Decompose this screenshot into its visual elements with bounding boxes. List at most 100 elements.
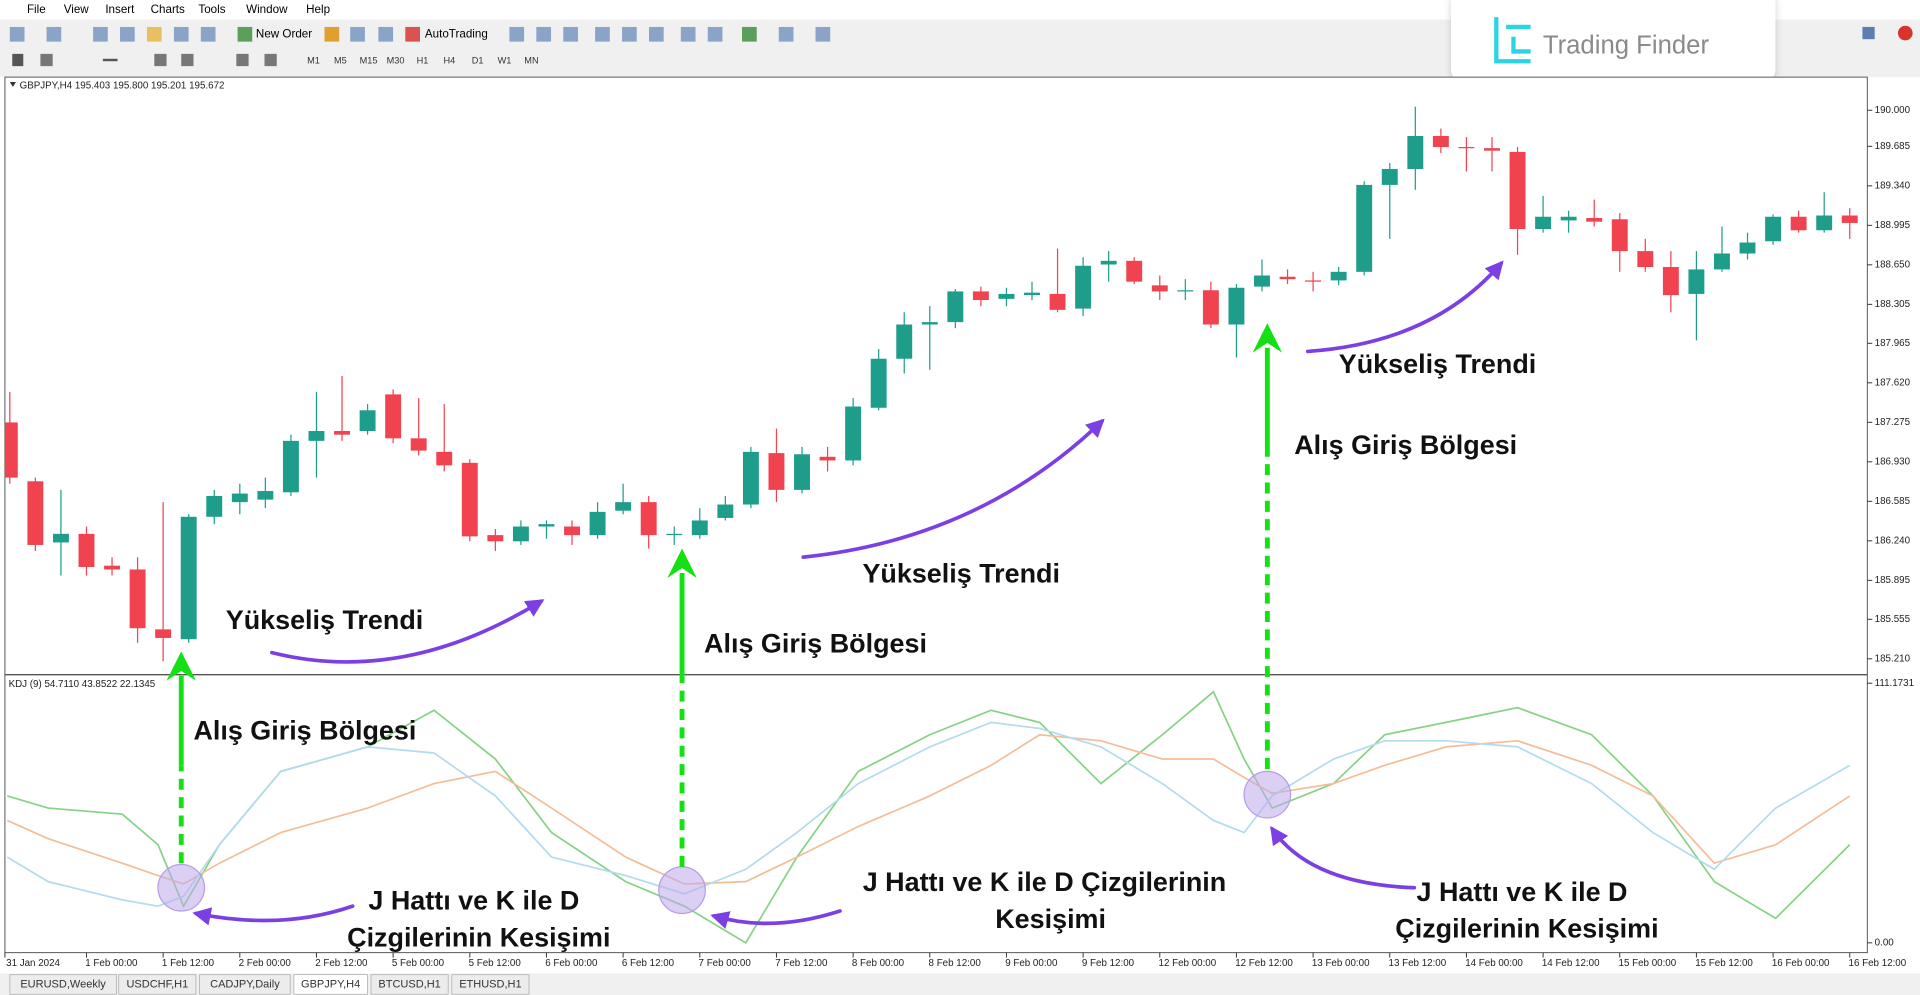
curved-arrow — [1270, 825, 1417, 890]
tab-label[interactable]: BTCUSD,H1 — [378, 978, 440, 990]
tool-button[interactable] — [536, 26, 552, 42]
tool-button[interactable] — [707, 26, 723, 42]
tab-label[interactable]: CADJPY,Daily — [210, 978, 280, 990]
tab-label[interactable]: GBPJPY,H4 — [301, 978, 360, 990]
tool-button[interactable] — [350, 26, 365, 42]
menu-item[interactable]: Charts — [151, 3, 185, 16]
tool-button[interactable] — [181, 53, 194, 67]
candle-body — [1790, 216, 1807, 231]
menu-item[interactable]: Tools — [198, 3, 225, 16]
tab[interactable] — [9, 974, 117, 995]
x-tick-label: 2 Feb 12:00 — [315, 958, 368, 969]
x-tick-label: 16 Feb 12:00 — [1849, 958, 1907, 969]
tool-button[interactable] — [46, 26, 62, 42]
toolbar-icons — [9, 26, 831, 67]
candle-body — [896, 324, 913, 359]
candle-body — [947, 291, 964, 323]
menu-item[interactable]: View — [64, 3, 90, 16]
alert-icon[interactable] — [1897, 25, 1913, 41]
candle-body — [1202, 290, 1219, 325]
candle-body — [1586, 218, 1603, 222]
menu-bar — [0, 0, 1920, 20]
y-tick-label: 185.895 — [1875, 575, 1911, 586]
tool-button[interactable] — [815, 26, 831, 42]
timeframe[interactable]: M15 — [360, 56, 378, 66]
menu-item[interactable]: File — [27, 3, 46, 16]
candle-body — [1151, 285, 1168, 292]
tool-button[interactable] — [154, 53, 167, 67]
tab-label[interactable]: EURUSD,Weekly — [20, 978, 106, 990]
timeframe[interactable]: MN — [524, 56, 538, 66]
candle-body — [1509, 151, 1526, 229]
candle-body — [742, 451, 759, 505]
tool-button[interactable] — [120, 26, 135, 42]
tool-button[interactable] — [324, 26, 340, 42]
tool-button[interactable] — [778, 26, 794, 42]
annotation: Çizgilerinin Kesişimi — [347, 922, 610, 952]
curved-arrow — [270, 599, 545, 664]
tool-button[interactable] — [200, 26, 216, 42]
candle-body — [819, 456, 836, 461]
annotation: Kesişimi — [995, 904, 1106, 934]
curved-arrow — [801, 418, 1105, 559]
tool-button[interactable] — [742, 26, 757, 42]
timeframe[interactable]: D1 — [472, 56, 484, 66]
timeframe[interactable]: M30 — [387, 56, 405, 66]
timeframe[interactable]: W1 — [498, 56, 512, 66]
timeframe[interactable]: M5 — [334, 56, 347, 66]
tab[interactable] — [451, 974, 530, 995]
tool-button[interactable] — [622, 26, 637, 42]
candle-body — [589, 511, 606, 536]
crossing-markers — [157, 770, 1292, 915]
menu-item[interactable]: Insert — [105, 3, 135, 16]
tab[interactable] — [118, 974, 197, 995]
tool-button[interactable] — [173, 26, 189, 42]
candle-body — [1254, 275, 1270, 287]
tool-button[interactable] — [563, 26, 578, 42]
tool-button[interactable] — [146, 26, 162, 42]
tool-button[interactable] — [509, 26, 525, 42]
candle-body — [1637, 251, 1654, 268]
logo-icon — [1494, 17, 1531, 64]
candle-body — [155, 629, 172, 638]
tool-button[interactable] — [680, 26, 696, 42]
y-tick-label: 189.340 — [1875, 180, 1911, 191]
tool-button[interactable] — [102, 58, 118, 62]
new-order-button[interactable]: New Order — [256, 27, 312, 40]
candle-body — [998, 293, 1015, 299]
tool-button[interactable] — [12, 53, 24, 67]
y-tick-label: 0.00 — [1875, 937, 1895, 948]
tool-button[interactable] — [93, 26, 108, 42]
y-tick-label: 111.1731 — [1875, 678, 1914, 689]
tool-button[interactable] — [378, 26, 394, 42]
autotrading-button[interactable]: AutoTrading — [425, 27, 488, 40]
tool-button[interactable] — [40, 53, 53, 67]
x-tick-label: 14 Feb 12:00 — [1542, 958, 1600, 969]
timeframe[interactable]: M1 — [307, 56, 320, 66]
tool-button[interactable] — [236, 53, 249, 67]
candle-body — [1484, 148, 1500, 151]
candle-body — [1458, 146, 1475, 149]
candle-body — [972, 291, 989, 301]
timeframe[interactable]: H4 — [444, 56, 456, 66]
tab-label[interactable]: USDCHF,H1 — [126, 978, 188, 990]
tab[interactable] — [293, 974, 368, 995]
tab[interactable] — [370, 974, 449, 995]
candle-body — [564, 526, 580, 536]
menu-item[interactable]: Window — [246, 3, 288, 16]
candle-body — [640, 502, 657, 536]
tab[interactable] — [199, 974, 291, 995]
tool-button[interactable] — [264, 53, 277, 67]
tool-button[interactable] — [595, 26, 610, 42]
tool-button[interactable] — [648, 26, 664, 42]
search-icon[interactable] — [1862, 26, 1875, 40]
timeframe[interactable]: H1 — [417, 56, 429, 66]
menu-item[interactable]: Help — [306, 3, 330, 16]
x-tick-label: 13 Feb 12:00 — [1389, 958, 1447, 969]
tool-button[interactable] — [405, 26, 421, 42]
tool-button[interactable] — [237, 26, 253, 42]
candle-body — [845, 406, 862, 461]
x-tick-label: 12 Feb 00:00 — [1159, 958, 1217, 969]
tab-label[interactable]: ETHUSD,H1 — [459, 978, 521, 990]
tool-button[interactable] — [9, 26, 25, 42]
